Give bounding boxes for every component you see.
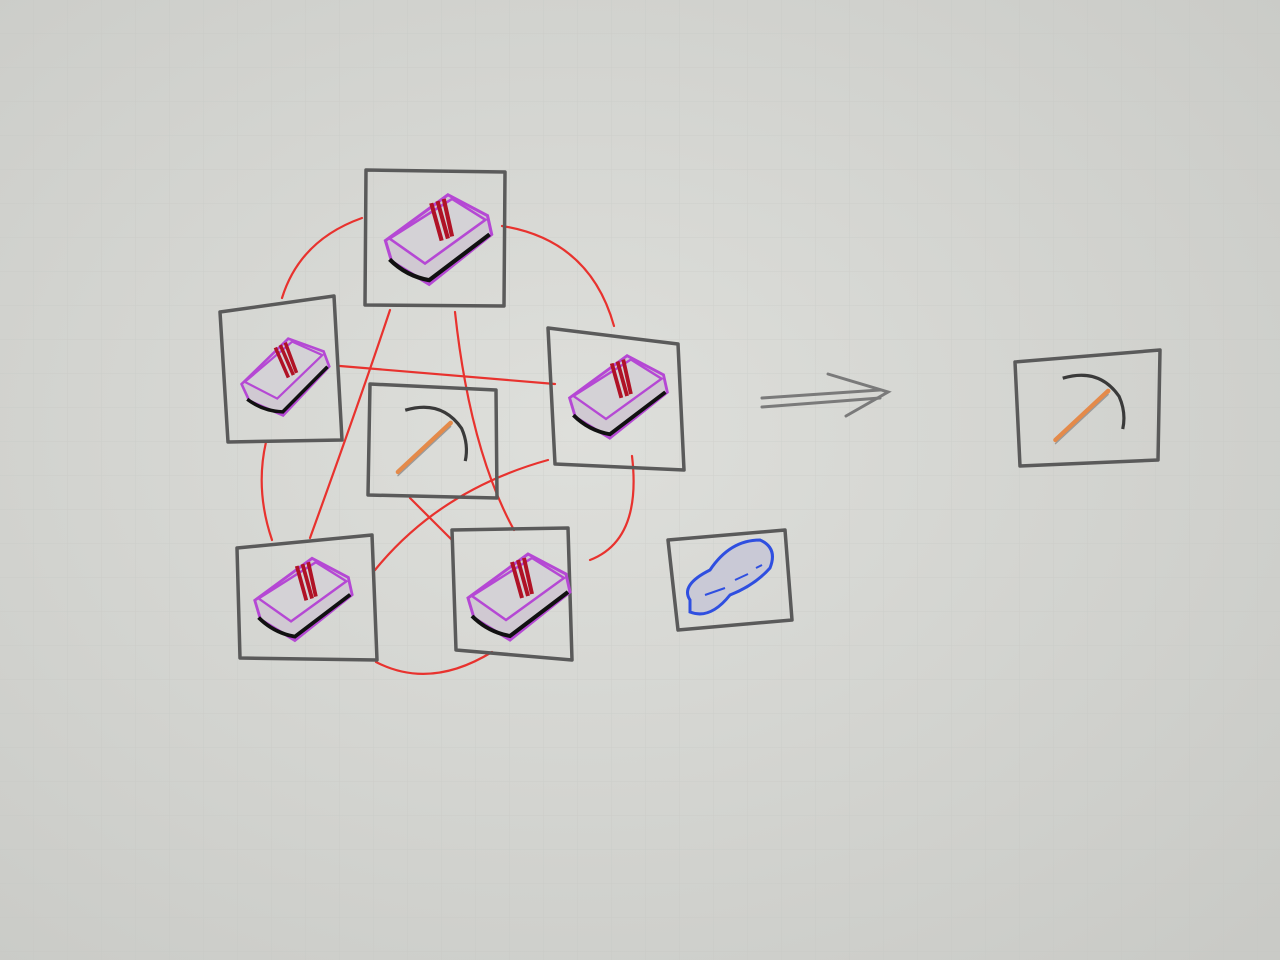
result-slot xyxy=(1013,348,1162,468)
slot xyxy=(666,528,794,632)
recipe-grid xyxy=(218,168,686,662)
link xyxy=(374,650,494,675)
link xyxy=(500,224,616,328)
link xyxy=(308,308,392,540)
link xyxy=(453,310,516,532)
arrow-shaft xyxy=(760,388,882,409)
result xyxy=(1013,348,1162,468)
arrow xyxy=(760,372,892,418)
slot xyxy=(546,326,686,472)
link xyxy=(280,216,364,300)
connections xyxy=(260,216,635,675)
link xyxy=(373,458,550,572)
slot xyxy=(366,382,499,500)
slot xyxy=(218,294,344,444)
link xyxy=(408,496,454,542)
link xyxy=(260,440,274,542)
water-detail xyxy=(704,564,763,596)
link xyxy=(588,454,635,562)
slot xyxy=(363,168,507,308)
water-icon xyxy=(686,538,774,616)
slot xyxy=(235,533,379,662)
extra-slot xyxy=(666,528,794,632)
slot xyxy=(450,526,574,662)
link xyxy=(338,364,557,386)
arrow-head xyxy=(826,372,892,418)
